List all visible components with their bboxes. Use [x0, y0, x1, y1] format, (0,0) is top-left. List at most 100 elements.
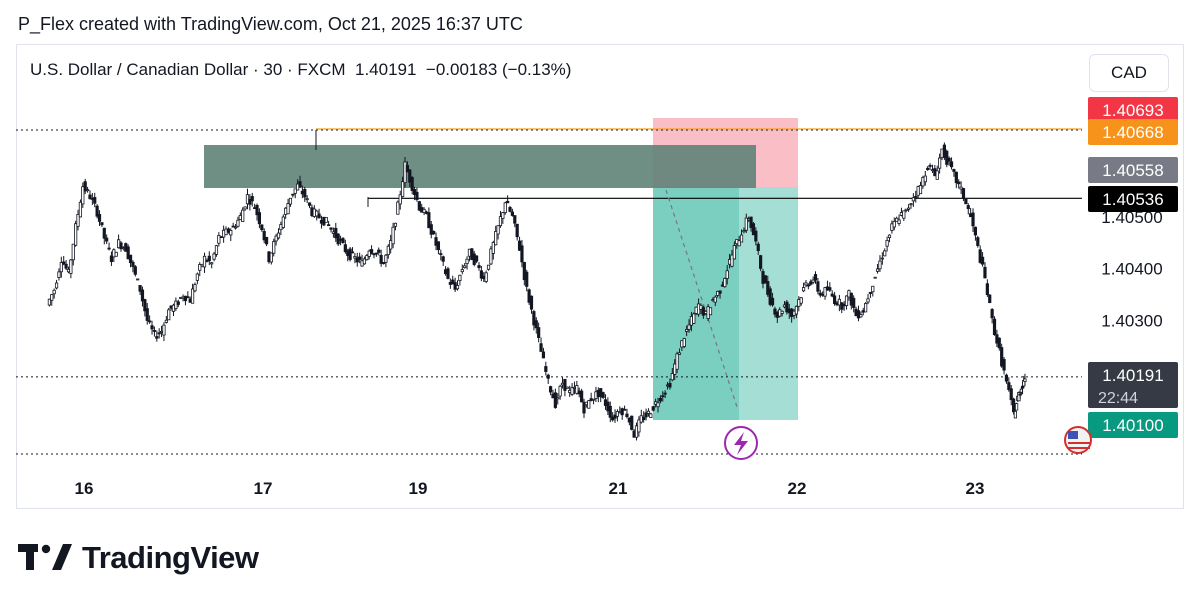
candle: [183, 295, 188, 306]
candle-body: [441, 256, 445, 262]
candle-body: [904, 208, 908, 211]
candle: [140, 286, 145, 307]
candle-body: [739, 234, 744, 243]
candle-body: [506, 200, 510, 204]
candle: [608, 401, 612, 423]
candle: [379, 249, 383, 267]
candle: [236, 216, 240, 228]
projection-line: [665, 189, 739, 411]
candle-body: [718, 290, 722, 294]
candle-body: [601, 392, 605, 398]
time-tick-label: 23: [966, 479, 985, 498]
candle: [675, 351, 679, 374]
candle-body: [892, 221, 896, 228]
candle-body: [262, 231, 266, 241]
candle: [432, 230, 436, 235]
candle-body: [823, 287, 827, 297]
candle: [926, 166, 930, 171]
candle: [460, 264, 464, 275]
candle: [833, 291, 837, 306]
candle: [685, 325, 689, 337]
candle: [708, 307, 713, 316]
candle-body: [176, 301, 180, 305]
candle: [269, 252, 273, 265]
candle-body: [109, 255, 114, 262]
price-label-bg: [1088, 362, 1178, 408]
candle-body: [806, 284, 810, 287]
us-flag-icon: [1064, 426, 1092, 454]
candle-body: [875, 268, 880, 272]
candle-body: [97, 214, 102, 222]
candle: [198, 262, 202, 277]
candle-body: [233, 226, 238, 229]
candle-body: [475, 255, 479, 262]
candle: [97, 210, 102, 226]
candle: [248, 194, 252, 211]
candle-body: [190, 288, 195, 304]
symbol-legend[interactable]: U.S. Dollar / Canadian Dollar · 30 · FXC…: [30, 60, 571, 80]
candle-body: [957, 181, 961, 185]
candlestick-series: [47, 142, 1027, 441]
candle-body: [909, 203, 913, 206]
candle-body: [408, 169, 412, 183]
candle-body: [646, 410, 651, 414]
candle-body: [128, 254, 133, 264]
candle-body: [281, 216, 285, 228]
candle: [749, 216, 753, 232]
candle-body: [914, 196, 918, 198]
candle-body: [307, 202, 312, 206]
candle-body: [770, 297, 775, 306]
candle: [410, 176, 414, 195]
candle-body: [625, 413, 629, 418]
candle-body: [801, 287, 806, 292]
candle-body: [556, 397, 560, 400]
candle: [1007, 377, 1011, 392]
candle-body: [897, 219, 901, 224]
candle: [486, 264, 491, 271]
candle-body: [83, 181, 87, 192]
candle: [938, 153, 942, 174]
candle-body: [992, 318, 997, 336]
candle-body: [62, 261, 66, 265]
candle-body: [477, 265, 481, 269]
candle: [770, 292, 775, 307]
candle: [615, 409, 620, 422]
candle: [305, 195, 309, 203]
currency-button[interactable]: CAD: [1089, 54, 1169, 92]
candle: [532, 309, 536, 331]
candle: [587, 399, 591, 409]
price-label-text: 1.40668: [1102, 123, 1163, 142]
candle-body: [732, 245, 736, 260]
candle-body: [582, 401, 586, 414]
candle: [389, 234, 393, 254]
candle: [513, 215, 517, 228]
candle: [477, 262, 481, 271]
candle-body: [630, 415, 634, 430]
candle: [766, 275, 770, 297]
candle-body: [608, 405, 612, 418]
price-label-text: 1.40693: [1102, 101, 1163, 120]
candle-body: [100, 222, 104, 226]
candle: [565, 386, 569, 389]
candle: [152, 326, 157, 337]
candle: [212, 251, 216, 262]
candle: [852, 295, 856, 313]
candle-body: [236, 219, 240, 227]
candle: [1002, 357, 1006, 375]
candle: [439, 249, 443, 261]
candle-body: [231, 225, 235, 228]
candle: [102, 227, 106, 245]
candle-body: [415, 191, 419, 200]
lightning-bolt-icon: [734, 432, 748, 455]
candle: [830, 290, 834, 298]
candle: [751, 221, 756, 236]
candle: [281, 214, 285, 229]
candle: [935, 165, 939, 180]
candle: [742, 227, 746, 234]
candle-body: [384, 254, 388, 263]
candle-body: [494, 231, 498, 246]
candle-body: [833, 295, 837, 305]
candle-body: [491, 242, 495, 254]
candle: [923, 170, 927, 186]
